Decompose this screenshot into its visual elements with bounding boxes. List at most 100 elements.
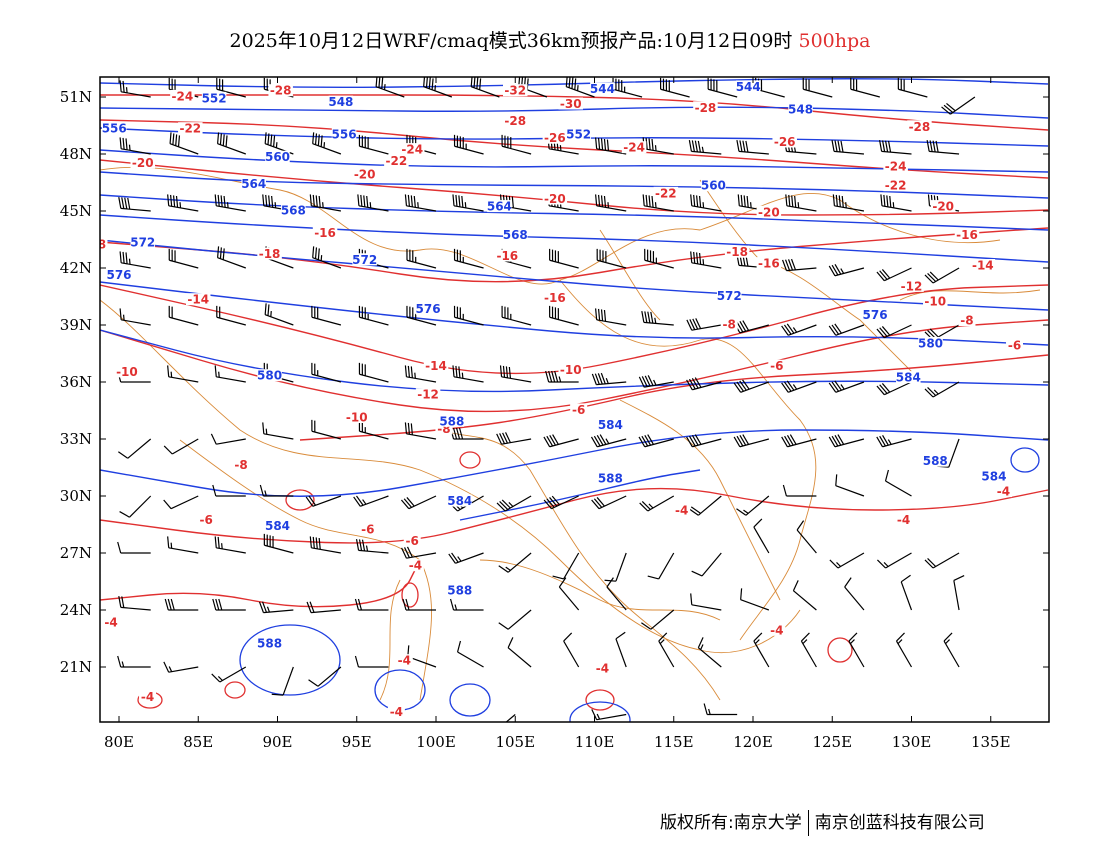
wind-barb [686, 318, 722, 331]
wind-barb-feather [688, 435, 696, 447]
wind-barb-feather [125, 138, 128, 150]
wind-barb-feather [929, 328, 939, 338]
wind-barb-feather [886, 195, 889, 207]
height-contour [100, 106, 1049, 119]
wind-barb [832, 194, 865, 212]
wind-barb-feather [736, 140, 740, 152]
wind-barb-feather [698, 252, 702, 265]
wind-barb-shaft [169, 259, 199, 269]
height-label: 560 [265, 150, 290, 164]
wind-barb-shaft [264, 544, 294, 554]
wind-barb [740, 588, 770, 611]
wind-barb-feather [499, 365, 503, 377]
wind-barb-feather [606, 139, 610, 151]
wind-barb-half-feather [322, 202, 324, 208]
wind-barb-feather [889, 195, 892, 208]
wind-barb [401, 546, 437, 559]
temperature-label-bg [720, 317, 738, 330]
wind-barb [642, 194, 674, 212]
temperature-label: -16 [544, 291, 566, 305]
height-label-bg [447, 583, 473, 596]
wind-barb-feather [787, 259, 794, 271]
wind-barb-feather [688, 140, 693, 152]
wind-barb-shaft [796, 529, 817, 554]
wind-barb-shaft [169, 143, 199, 155]
wind-barb-shaft [848, 640, 865, 668]
wind-barb-feather [214, 536, 217, 548]
temperature-label: -4 [997, 485, 1010, 499]
wind-barb-feather [929, 140, 933, 152]
temperature-label-bg [593, 661, 611, 674]
wind-barb-half-feather [417, 202, 419, 208]
wind-barb-feather [600, 138, 604, 150]
wind-barb-feather [879, 384, 888, 394]
wind-barb-feather [638, 376, 645, 388]
wind-barb-shaft [505, 714, 516, 722]
wind-barb-feather [832, 194, 836, 206]
wind-barb [563, 632, 580, 668]
wind-barb-feather [458, 427, 464, 440]
wind-barb [264, 303, 294, 326]
temperature-label-bg [653, 186, 679, 199]
wind-barb-half-feather [836, 562, 841, 567]
wind-barb-feather [357, 194, 360, 206]
wind-barb-shaft [312, 143, 342, 155]
temperature-label-bg [268, 84, 293, 97]
wind-barb-shaft [169, 316, 199, 326]
wind-barb-feather [597, 137, 601, 150]
wind-barb-feather [645, 137, 648, 150]
wind-barb-feather [935, 140, 939, 153]
wind-barb-feather [941, 106, 951, 115]
lon-label: 90E [262, 733, 292, 751]
temperature-label: -10 [346, 411, 368, 425]
temperature-label: -6 [361, 523, 374, 537]
lat-label: 45N [60, 202, 92, 220]
wind-barb-half-feather [605, 378, 609, 384]
wind-barb-feather [740, 194, 743, 207]
wind-barb [453, 305, 484, 326]
wind-barb-feather [647, 434, 654, 445]
wind-barb-feather [785, 194, 788, 206]
height-label-bg [257, 369, 282, 382]
wind-barb-shaft [317, 666, 342, 687]
wind-barb-feather [733, 382, 742, 393]
temperature-label-bg [232, 458, 250, 471]
wind-barb [498, 552, 532, 573]
wind-barb-feather [309, 194, 312, 206]
wind-barb-feather [796, 520, 805, 531]
wind-barb-feather [449, 598, 455, 611]
wind-barb [167, 365, 199, 383]
wind-barb-feather [121, 596, 125, 608]
height-label: 580 [257, 369, 282, 383]
wind-barb-shaft [216, 438, 246, 445]
wind-barb [211, 666, 247, 683]
wind-barb-feather [638, 436, 646, 448]
wind-barb-feather [267, 304, 270, 316]
wind-barb-half-feather [607, 202, 610, 208]
wind-barb [690, 251, 722, 269]
wind-barb-feather [125, 252, 128, 264]
wind-barb-shaft [660, 88, 690, 98]
wind-barb [118, 596, 151, 611]
wind-barb-feather [686, 379, 693, 391]
wind-barb-shaft [834, 150, 865, 155]
wind-barb-shaft [885, 552, 912, 569]
wind-barb-feather [597, 194, 601, 207]
lat-label: 24N [60, 601, 92, 619]
wind-barb [647, 552, 675, 580]
wind-barb [796, 520, 817, 554]
wind-barb-feather [594, 373, 600, 385]
wind-barb [453, 134, 484, 155]
wind-barb-shaft [739, 324, 770, 334]
wind-barb [545, 370, 579, 383]
wind-barb-half-feather [892, 202, 895, 208]
wind-barb-feather [558, 577, 567, 588]
wind-barb-half-feather [701, 146, 704, 153]
wind-barb-shaft [835, 381, 865, 393]
wind-barb [736, 495, 770, 516]
height-label-bg [101, 122, 127, 135]
wind-barb [688, 140, 722, 155]
temperature-label: -26 [774, 135, 796, 149]
wind-barb-feather [924, 274, 934, 284]
temperature-label-bg [970, 259, 996, 271]
